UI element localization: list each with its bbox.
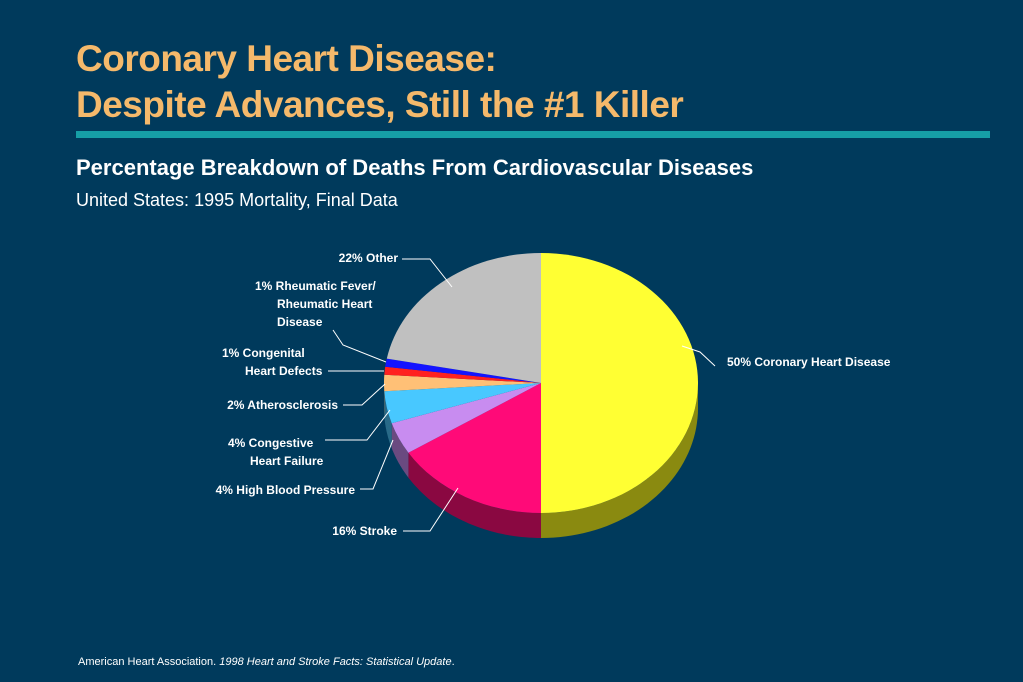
pie-side-stroke	[408, 452, 541, 538]
citation-end: .	[451, 656, 455, 668]
pie-slices	[383, 253, 698, 514]
pie-side-coronary-heart-disease	[541, 383, 698, 538]
leader-line-high-blood-pressure	[360, 439, 394, 490]
slice-label-other: 22% Other	[339, 251, 399, 265]
slice-label-congestive-heart-failure: 4% Congestive Heart Failure	[228, 436, 324, 468]
chart-title: Percentage Breakdown of Deaths From Card…	[76, 155, 754, 180]
pie-slice-rheumatic-fever-rheumatic-heart-disease	[385, 358, 541, 383]
leader-line-atherosclerosis	[343, 383, 386, 406]
chart-subtitle: United States: 1995 Mortality, Final Dat…	[76, 190, 398, 210]
pie-side-walls	[384, 383, 698, 538]
slice-label-stroke: 16% Stroke	[332, 524, 397, 538]
title-line-2: Despite Advances, Still the #1 Killer	[76, 84, 684, 125]
slice-label-congenital-heart-defects: 1% Congenital Heart Defects	[222, 346, 323, 378]
slice-label-atherosclerosis: 2% Atherosclerosis	[227, 398, 338, 412]
slice-label-rheumatic-fever-rheumatic-heart-disease: 1% Rheumatic Fever/Rheumatic Heart Diseas…	[255, 279, 376, 329]
slice-label-coronary-heart-disease: 50% Coronary Heart Disease	[727, 355, 891, 369]
pie-side-high-blood-pressure	[391, 423, 409, 478]
pie-slice-congenital-heart-defects	[384, 366, 541, 383]
slice-label-high-blood-pressure: 4% High Blood Pressure	[216, 483, 356, 497]
pie-labels: 50% Coronary Heart Disease 16% Stroke 4% H…	[216, 251, 891, 538]
pie-slice-high-blood-pressure	[391, 383, 541, 453]
title-line-1: Coronary Heart Disease:	[76, 38, 497, 79]
citation-org: American Heart Association.	[78, 656, 217, 668]
leader-line-rheumatic-fever-rheumatic-heart-disease	[332, 329, 387, 363]
title-divider	[76, 131, 990, 138]
leader-line-coronary-heart-disease	[681, 345, 716, 367]
leader-line-stroke	[403, 487, 459, 532]
leader-line-congestive-heart-failure	[325, 409, 391, 441]
pie-slice-congestive-heart-failure	[384, 383, 541, 424]
leader-line-other	[402, 258, 453, 288]
pie-slice-coronary-heart-disease	[541, 253, 698, 513]
pie-side-congestive-heart-failure	[384, 391, 392, 449]
pie-slice-stroke	[408, 383, 541, 514]
pie-slice-other	[386, 253, 541, 383]
citation-publication: 1998 Heart and Stroke Facts: Statistical…	[219, 656, 452, 668]
source-citation: American Heart Association. 1998 Heart a…	[78, 656, 455, 668]
slide-title: Coronary Heart Disease: Despite Advances…	[76, 36, 684, 128]
pie-slice-atherosclerosis	[383, 374, 541, 392]
